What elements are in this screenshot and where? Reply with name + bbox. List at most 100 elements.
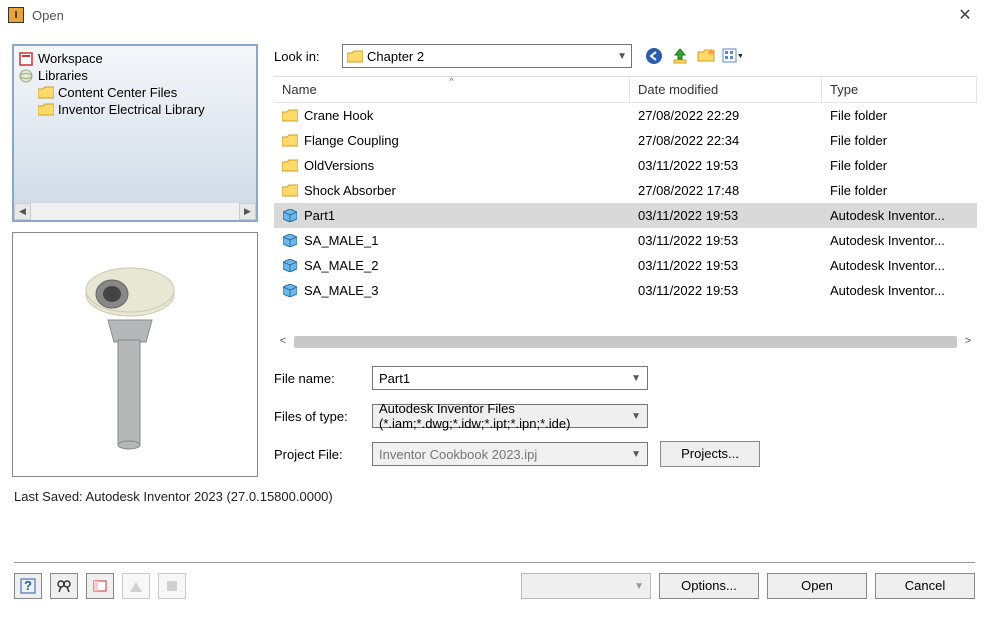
help-button[interactable]: ? bbox=[14, 573, 42, 599]
part-icon bbox=[282, 234, 298, 248]
disabled-dropdown: ▼ bbox=[521, 573, 651, 599]
window-title: Open bbox=[32, 8, 949, 23]
column-date[interactable]: Date modified bbox=[630, 77, 822, 102]
tree-item[interactable]: Content Center Files bbox=[16, 84, 254, 101]
svg-text:?: ? bbox=[24, 578, 32, 593]
chevron-down-icon: ▼ bbox=[631, 411, 641, 422]
file-date: 27/08/2022 22:34 bbox=[630, 133, 822, 148]
tree-scrollbar[interactable]: ◀ ▶ bbox=[14, 203, 256, 220]
projects-button[interactable]: Projects... bbox=[660, 441, 760, 467]
preview-panel bbox=[12, 232, 258, 477]
file-type: File folder bbox=[822, 183, 977, 198]
folder-icon bbox=[38, 103, 54, 117]
file-name-value: Part1 bbox=[379, 371, 410, 386]
lookin-dropdown[interactable]: Chapter 2 ▼ bbox=[342, 44, 632, 68]
divider bbox=[14, 562, 975, 563]
disabled-tool-2 bbox=[158, 573, 186, 599]
lookin-value: Chapter 2 bbox=[367, 49, 424, 64]
file-row[interactable]: Crane Hook 27/08/2022 22:29File folder bbox=[274, 103, 977, 128]
scroll-right-icon[interactable]: ▶ bbox=[239, 203, 256, 220]
disabled-tool-1 bbox=[122, 573, 150, 599]
close-icon[interactable]: ✕ bbox=[949, 5, 981, 25]
chevron-down-icon: ▼ bbox=[617, 51, 627, 62]
folder-icon bbox=[282, 109, 298, 123]
column-label: Date modified bbox=[638, 82, 718, 97]
project-file-value: Inventor Cookbook 2023.ipj bbox=[379, 447, 537, 462]
column-type[interactable]: Type bbox=[822, 77, 977, 102]
file-row[interactable]: SA_MALE_3 03/11/2022 19:53Autodesk Invent… bbox=[274, 278, 977, 303]
file-row[interactable]: OldVersions 03/11/2022 19:53File folder bbox=[274, 153, 977, 178]
file-name-input[interactable]: Part1 ▼ bbox=[372, 366, 648, 390]
view-menu-icon[interactable] bbox=[722, 46, 742, 66]
project-file-label: Project File: bbox=[274, 447, 372, 462]
scrollbar-thumb[interactable] bbox=[294, 336, 957, 348]
folder-icon bbox=[282, 159, 298, 173]
options-button[interactable]: Options... bbox=[659, 573, 759, 599]
file-row[interactable]: Shock Absorber27/08/2022 17:48File folde… bbox=[274, 178, 977, 203]
tree-item-label: Content Center Files bbox=[58, 85, 177, 100]
file-list-scrollbar[interactable]: < > bbox=[274, 333, 977, 351]
file-name: Part1 bbox=[304, 208, 335, 223]
titlebar: I Open ✕ bbox=[0, 0, 989, 30]
lookin-label: Look in: bbox=[274, 49, 334, 64]
scroll-left-icon[interactable]: ◀ bbox=[14, 203, 31, 220]
file-type: File folder bbox=[822, 108, 977, 123]
folder-icon bbox=[347, 49, 363, 63]
app-icon: I bbox=[8, 7, 24, 23]
file-name: SA_MALE_1 bbox=[304, 233, 378, 248]
column-label: Type bbox=[830, 82, 858, 97]
libraries-icon bbox=[18, 69, 34, 83]
file-name-label: File name: bbox=[274, 371, 372, 386]
part-icon bbox=[282, 209, 298, 223]
file-name: Flange Coupling bbox=[304, 133, 399, 148]
file-date: 03/11/2022 19:53 bbox=[630, 283, 822, 298]
project-file-dropdown: Inventor Cookbook 2023.ipj ▼ bbox=[372, 442, 648, 466]
file-date: 27/08/2022 22:29 bbox=[630, 108, 822, 123]
find-button[interactable] bbox=[50, 573, 78, 599]
tree-libraries[interactable]: Libraries bbox=[16, 67, 254, 84]
file-type-dropdown[interactable]: Autodesk Inventor Files (*.iam;*.dwg;*.i… bbox=[372, 404, 648, 428]
sort-indicator-icon: ^ bbox=[449, 76, 453, 86]
file-type: File folder bbox=[822, 133, 977, 148]
file-row[interactable]: SA_MALE_103/11/2022 19:53Autodesk Invent… bbox=[274, 228, 977, 253]
file-row[interactable]: SA_MALE_203/11/2022 19:53Autodesk Invent… bbox=[274, 253, 977, 278]
tree-item-label: Inventor Electrical Library bbox=[58, 102, 205, 117]
file-list: Name ^ Date modified Type Crane Hook 27/0… bbox=[274, 76, 977, 351]
new-folder-icon[interactable] bbox=[696, 46, 716, 66]
file-date: 03/11/2022 19:53 bbox=[630, 158, 822, 173]
file-list-header: Name ^ Date modified Type bbox=[274, 77, 977, 103]
tree-label: Workspace bbox=[38, 51, 103, 66]
tree-workspace[interactable]: Workspace bbox=[16, 50, 254, 67]
scroll-left-icon[interactable]: < bbox=[274, 333, 292, 351]
scroll-right-icon[interactable]: > bbox=[959, 333, 977, 351]
file-type-value: Autodesk Inventor Files (*.iam;*.dwg;*.i… bbox=[379, 401, 631, 431]
column-label: Name bbox=[282, 82, 317, 97]
open-button[interactable]: Open bbox=[767, 573, 867, 599]
up-icon[interactable] bbox=[670, 46, 690, 66]
column-name[interactable]: Name ^ bbox=[274, 77, 630, 102]
file-name: Crane Hook bbox=[304, 108, 373, 123]
file-row[interactable]: Flange Coupling 27/08/2022 22:34File fold… bbox=[274, 128, 977, 153]
file-name: OldVersions bbox=[304, 158, 374, 173]
tree-label: Libraries bbox=[38, 68, 88, 83]
file-type: File folder bbox=[822, 158, 977, 173]
file-date: 03/11/2022 19:53 bbox=[630, 258, 822, 273]
file-row[interactable]: Part1 03/11/2022 19:53Autodesk Inventor..… bbox=[274, 203, 977, 228]
file-type: Autodesk Inventor... bbox=[822, 283, 977, 298]
file-type: Autodesk Inventor... bbox=[822, 208, 977, 223]
view-button[interactable] bbox=[86, 573, 114, 599]
folder-icon bbox=[38, 86, 54, 100]
file-date: 03/11/2022 19:53 bbox=[630, 208, 822, 223]
file-date: 03/11/2022 19:53 bbox=[630, 233, 822, 248]
chevron-down-icon: ▼ bbox=[631, 373, 641, 384]
last-saved-label: Last Saved: Autodesk Inventor 2023 (27.0… bbox=[0, 477, 989, 504]
part-icon bbox=[282, 259, 298, 273]
tree-item[interactable]: Inventor Electrical Library bbox=[16, 101, 254, 118]
location-tree: Workspace Libraries Content Center Files… bbox=[12, 44, 258, 222]
folder-icon bbox=[282, 184, 298, 198]
folder-icon bbox=[282, 134, 298, 148]
back-icon[interactable] bbox=[644, 46, 664, 66]
file-name: SA_MALE_3 bbox=[304, 283, 378, 298]
cancel-button[interactable]: Cancel bbox=[875, 573, 975, 599]
file-date: 27/08/2022 17:48 bbox=[630, 183, 822, 198]
